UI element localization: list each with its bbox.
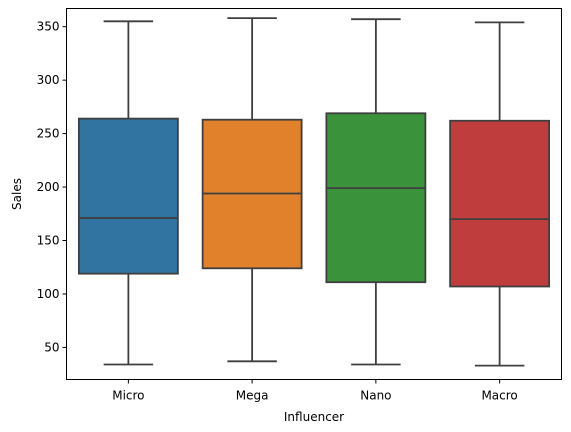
box-micro bbox=[77, 117, 179, 275]
boxes-layer bbox=[77, 17, 551, 367]
y-tick-label-200: 200 bbox=[37, 180, 60, 194]
box-macro bbox=[449, 119, 551, 288]
y-tick-label-100: 100 bbox=[37, 287, 60, 301]
y-tick-label-150: 150 bbox=[37, 234, 60, 248]
box-group-nano bbox=[325, 18, 427, 366]
y-tick-label-300: 300 bbox=[37, 73, 60, 87]
x-axis-label: Influencer bbox=[284, 410, 344, 424]
y-tick-label-250: 250 bbox=[37, 127, 60, 141]
x-tick-label-micro: Micro bbox=[112, 389, 144, 403]
plot-frame bbox=[66, 8, 562, 380]
x-tick-label-macro: Macro bbox=[481, 389, 517, 403]
x-tick-label-nano: Nano bbox=[360, 389, 391, 403]
x-tick-label-mega: Mega bbox=[236, 389, 269, 403]
box-group-mega bbox=[201, 17, 303, 363]
y-tick-label-350: 350 bbox=[37, 20, 60, 34]
x-axis: Micro Mega Nano Macro bbox=[112, 379, 518, 403]
box-nano bbox=[325, 112, 427, 284]
box-group-micro bbox=[77, 20, 179, 366]
y-tick-label-50: 50 bbox=[44, 340, 59, 354]
y-axis-label: Sales bbox=[10, 178, 24, 210]
y-axis: 50 100 150 200 250 300 350 bbox=[37, 20, 67, 354]
box-group-macro bbox=[449, 21, 551, 367]
